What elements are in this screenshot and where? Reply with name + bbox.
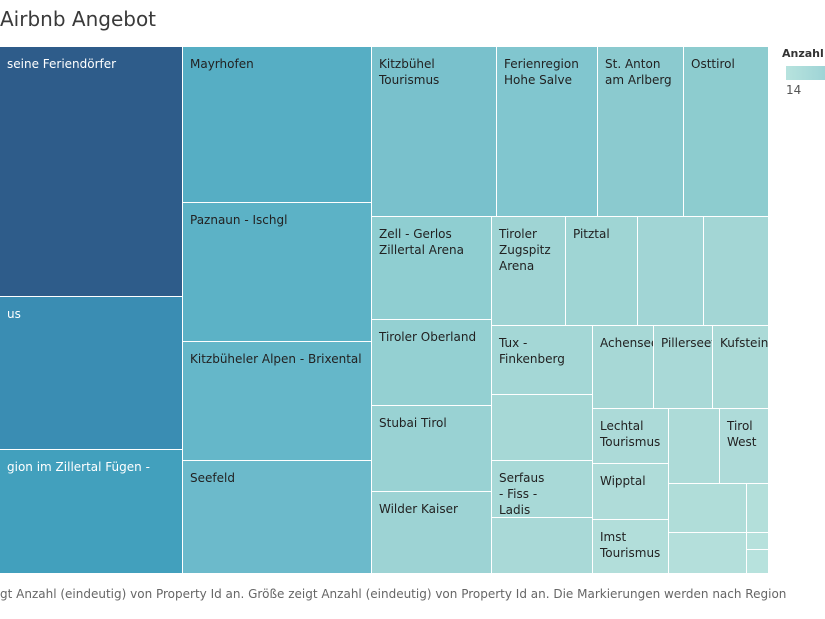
treemap-tile[interactable] (492, 518, 593, 574)
treemap-tile[interactable]: Ferienregion Hohe Salve (497, 47, 598, 217)
treemap-tile-label: Pillerseetal (661, 336, 712, 350)
chart-caption: gt Anzahl (eindeutig) von Property Id an… (0, 587, 787, 601)
treemap-tile-label: Serfaus - Fiss - Ladis (499, 471, 545, 517)
chart-title: Airbnb Angebot (0, 7, 157, 31)
treemap-tile[interactable]: Imst Tourismus (593, 520, 669, 574)
treemap-tile-label: St. Anton am Arlberg (605, 57, 672, 87)
treemap-tile-label: Lechtal Tourismus (600, 419, 661, 449)
color-legend-bar (786, 66, 825, 80)
treemap-tile-label: Zell - Gerlos Zillertal Arena (379, 227, 464, 257)
treemap-tile[interactable]: Wipptal (593, 464, 669, 520)
treemap-tile[interactable]: Tux - Finkenberg (492, 326, 593, 395)
treemap-tile-label: Achensee (600, 336, 654, 350)
treemap-tile-label: seine Feriendörfer (7, 57, 117, 71)
treemap-tile[interactable]: Wilder Kaiser (372, 492, 492, 574)
treemap-tile-label: Kufsteinerland (720, 336, 769, 350)
treemap-tile-label: gion im Zillertal Fügen - (7, 460, 150, 474)
treemap-tile[interactable]: Tiroler Zugspitz Arena (492, 217, 566, 326)
treemap-tile[interactable] (747, 484, 769, 533)
treemap-tile[interactable]: Pitztal (566, 217, 638, 326)
treemap-tile-label: Stubai Tirol (379, 416, 447, 430)
treemap-tile[interactable]: Mayrhofen (183, 47, 372, 203)
treemap-tile[interactable]: Tirol West (720, 409, 769, 484)
treemap-tile-label: Tiroler Oberland (379, 330, 477, 344)
treemap-tile[interactable]: Zell - Gerlos Zillertal Arena (372, 217, 492, 320)
treemap-tile-label: Tirol West (727, 419, 757, 449)
color-legend-min-label: 14 (786, 83, 802, 97)
treemap-tile[interactable]: seine Feriendörfer (0, 47, 183, 297)
treemap-tile[interactable]: St. Anton am Arlberg (598, 47, 684, 217)
treemap-tile[interactable] (669, 533, 747, 574)
treemap-tile[interactable] (747, 533, 769, 550)
treemap-tile[interactable]: us (0, 297, 183, 450)
treemap-tile-label: Ferienregion Hohe Salve (504, 57, 579, 87)
treemap-tile-label: Osttirol (691, 57, 735, 71)
treemap-tile[interactable]: gion im Zillertal Fügen - (0, 450, 183, 574)
treemap-tile[interactable]: Seefeld (183, 461, 372, 574)
treemap-tile[interactable]: Lechtal Tourismus (593, 409, 669, 464)
treemap-tile-label: Paznaun - Ischgl (190, 213, 288, 227)
treemap-tile[interactable]: Paznaun - Ischgl (183, 203, 372, 342)
treemap-tile[interactable]: Stubai Tirol (372, 406, 492, 492)
treemap-tile-label: Pitztal (573, 227, 610, 241)
treemap-tile[interactable]: Tiroler Oberland (372, 320, 492, 406)
treemap-tile[interactable]: Kitzbüheler Alpen - Brixental (183, 342, 372, 461)
treemap-tile[interactable]: Kitzbühel Tourismus (372, 47, 497, 217)
treemap-tile-label: Seefeld (190, 471, 235, 485)
treemap-tile-label: Mayrhofen (190, 57, 254, 71)
treemap-tile-label: Kitzbüheler Alpen - Brixental (190, 352, 362, 366)
treemap-tile[interactable] (638, 217, 704, 326)
treemap: seine Feriendörfer us gion im Zillertal Fü… (0, 47, 769, 574)
treemap-tile[interactable] (492, 395, 593, 461)
treemap-tile-label: Wilder Kaiser (379, 502, 458, 516)
treemap-tile-label: Tux - Finkenberg (499, 336, 565, 366)
treemap-tile[interactable] (747, 550, 769, 574)
treemap-tile[interactable] (704, 217, 769, 326)
treemap-tile-label: Wipptal (600, 474, 646, 488)
treemap-tile[interactable] (669, 484, 747, 533)
treemap-tile-label: us (7, 307, 21, 321)
treemap-tile[interactable]: Kufsteinerland (713, 326, 769, 409)
color-legend-title: Anzahl ( (782, 47, 825, 60)
treemap-tile[interactable]: Pillerseetal (654, 326, 713, 409)
treemap-tile-label: Kitzbühel Tourismus (379, 57, 440, 87)
treemap-tile[interactable]: Osttirol (684, 47, 769, 217)
treemap-tile[interactable] (669, 409, 720, 484)
treemap-tile-label: Tiroler Zugspitz Arena (499, 227, 551, 273)
treemap-tile[interactable]: Achensee (593, 326, 654, 409)
treemap-tile[interactable]: Serfaus - Fiss - Ladis (492, 461, 593, 518)
treemap-tile-label: Imst Tourismus (600, 530, 661, 560)
